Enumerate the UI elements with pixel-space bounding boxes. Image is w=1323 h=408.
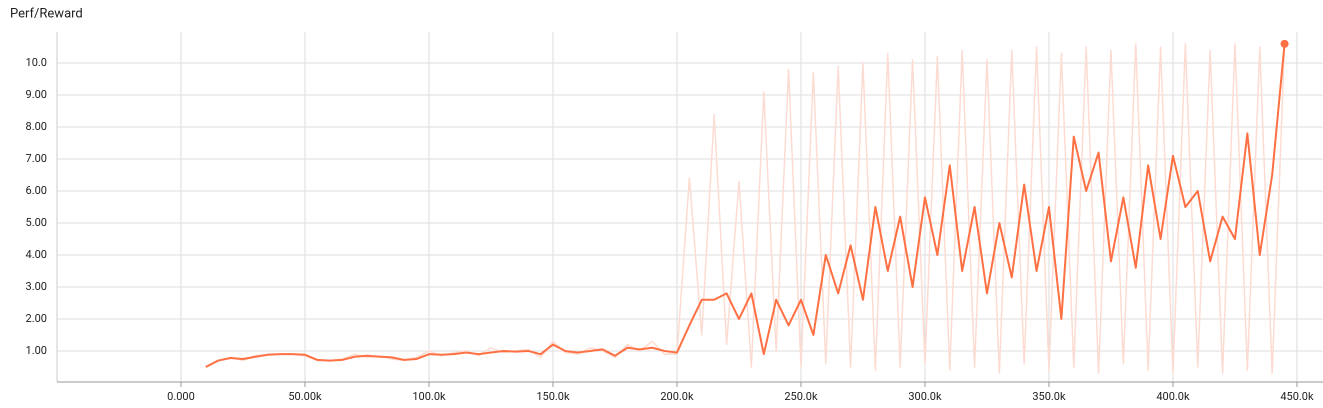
y-tick-label: 8.00 [26,120,47,133]
y-tick-label: 4.00 [26,248,47,261]
y-tick-label: 7.00 [26,152,47,165]
y-tick-label: 10.0 [26,56,47,69]
x-tick-label: 100.0k [412,390,446,403]
x-tick-label: 150.0k [536,390,570,403]
series-line [205,43,1286,375]
y-tick-label: 9.00 [26,88,47,101]
x-tick-label: 50.00k [288,390,322,403]
last-point [1280,39,1289,48]
series-line [205,43,1286,368]
x-tick-label: 300.0k [908,390,942,403]
chart-title: Perf/Reward [10,6,83,21]
marks [205,39,1289,375]
y-tick-label: 3.00 [26,280,47,293]
x-tick-label: 400.0k [1156,390,1190,403]
x-tick-label: 450.0k [1280,390,1314,403]
y-tick-label: 1.00 [26,344,47,357]
x-tick-label: 250.0k [784,390,818,403]
y-tick-label: 2.00 [26,312,47,325]
axes: 1.00 2.00 3.00 4.00 5.00 6.00 7.00 8.00 9.00 10.0… [26,32,1323,403]
y-tick-label: 5.00 [26,216,47,229]
grid [57,32,1323,382]
x-tick-label: 200.0k [660,390,694,403]
x-tick-label: 0.000 [167,390,195,403]
x-tick-label: 350.0k [1032,390,1066,403]
y-tick-label: 6.00 [26,184,47,197]
